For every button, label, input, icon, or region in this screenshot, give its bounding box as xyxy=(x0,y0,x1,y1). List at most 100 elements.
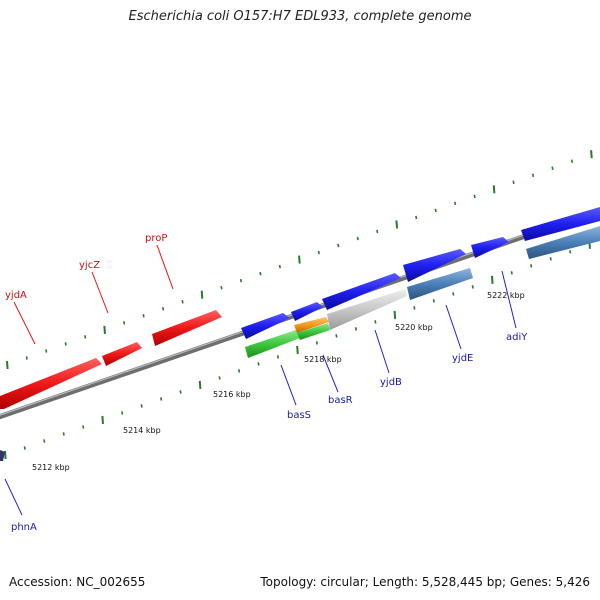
lower-major-tick xyxy=(101,415,104,425)
lower-minor-tick xyxy=(471,285,474,289)
gene-arrow-adiY xyxy=(526,226,600,259)
upper-minor-tick xyxy=(161,307,165,311)
gene-arrow-proP xyxy=(152,310,222,346)
gene-arrow-yjdB xyxy=(327,289,407,330)
lower-minor-tick xyxy=(82,425,85,429)
upper-minor-tick xyxy=(376,229,379,234)
upper-tick-row xyxy=(6,150,593,370)
upper-major-tick xyxy=(200,290,204,299)
map-title: Escherichia coli O157:H7 EDL933, complet… xyxy=(128,9,472,24)
scale-label-5218: 5218 kbp xyxy=(304,355,342,364)
gene-arrow-basR-orange xyxy=(294,317,329,333)
lower-minor-tick xyxy=(237,369,241,373)
upper-minor-tick xyxy=(473,194,476,199)
lower-minor-tick xyxy=(413,306,416,310)
upper-minor-tick xyxy=(512,180,515,185)
gene-arrow-mid-blue xyxy=(471,237,509,258)
upper-minor-tick xyxy=(551,166,554,171)
upper-minor-tick xyxy=(84,335,87,339)
upper-major-tick xyxy=(395,220,399,229)
lower-major-tick xyxy=(490,275,494,284)
topology-text: Topology: circular; Length: 5,528,445 bp… xyxy=(260,575,590,589)
scale-labels: 5212 kbp 5214 kbp 5216 kbp 5218 kbp 5220… xyxy=(32,291,525,472)
upper-major-tick xyxy=(590,150,593,159)
gene-arrow-yjdE-upper xyxy=(403,249,466,282)
lower-minor-tick xyxy=(62,432,65,436)
gene-arrow-yjdA xyxy=(0,358,102,409)
upper-minor-tick xyxy=(278,264,281,269)
forward-strand-genes xyxy=(0,207,600,461)
upper-minor-tick xyxy=(220,285,223,290)
gene-label-proP: proP xyxy=(145,233,167,244)
gene-label-adiY: adiY xyxy=(506,332,528,343)
gene-label-yjdE: yjdE xyxy=(452,353,473,364)
gene-arrow-basR-green xyxy=(297,323,330,340)
gene-arrow-phnA xyxy=(0,450,5,461)
upper-minor-tick xyxy=(259,271,262,276)
lower-minor-tick xyxy=(530,264,533,268)
gene-label-yjdB: yjdB xyxy=(380,377,402,388)
lower-minor-tick xyxy=(315,341,319,345)
gene-arrow-small-blue xyxy=(291,302,323,321)
gene-label-phnA: phnA xyxy=(11,522,37,533)
lower-minor-tick xyxy=(374,320,377,324)
lower-major-tick xyxy=(4,450,7,460)
upper-minor-tick xyxy=(317,250,320,255)
scale-label-5212: 5212 kbp xyxy=(32,463,70,472)
gene-arrow-basS xyxy=(245,330,300,358)
upper-minor-tick xyxy=(531,173,535,178)
upper-minor-tick xyxy=(434,208,437,213)
gene-arrow-yjcZ xyxy=(102,342,142,366)
lower-minor-tick xyxy=(140,404,143,408)
upper-minor-tick xyxy=(123,321,126,325)
scale-label-5222: 5222 kbp xyxy=(487,291,525,300)
gene-label-basS: basS xyxy=(287,410,311,421)
lower-minor-tick xyxy=(276,355,280,359)
lower-minor-tick xyxy=(510,271,513,275)
lower-major-tick xyxy=(393,310,397,319)
lower-minor-tick xyxy=(257,362,260,366)
upper-major-tick xyxy=(6,360,9,370)
upper-minor-tick xyxy=(142,314,145,318)
lower-minor-tick xyxy=(160,397,163,401)
gene-callouts xyxy=(4,244,517,516)
lower-minor-tick xyxy=(23,446,26,450)
lower-minor-tick xyxy=(218,376,221,380)
upper-minor-tick xyxy=(415,215,418,220)
upper-minor-tick xyxy=(239,278,243,283)
gene-arrow-basS-upper xyxy=(241,313,290,339)
upper-minor-tick xyxy=(570,159,574,163)
upper-minor-tick xyxy=(64,342,67,346)
gene-label-yjcZ: yjcZ xyxy=(79,260,100,271)
upper-major-tick xyxy=(103,325,106,334)
lower-minor-tick xyxy=(354,327,357,331)
accession-text: Accession: NC_002655 xyxy=(9,575,146,589)
gene-labels: yjdA yjcZ proP phnA basS basR yjdB yjdE … xyxy=(5,233,528,533)
gene-arrow-yjdE xyxy=(407,268,473,300)
lower-minor-tick xyxy=(335,334,338,338)
upper-minor-tick xyxy=(454,201,457,206)
upper-minor-tick xyxy=(45,349,48,353)
upper-minor-tick xyxy=(337,243,340,248)
lower-minor-tick xyxy=(432,299,435,303)
lower-minor-tick xyxy=(569,250,572,254)
lower-minor-tick xyxy=(452,292,455,296)
lower-minor-tick xyxy=(179,390,182,394)
upper-major-tick xyxy=(298,255,301,264)
lower-minor-tick xyxy=(549,257,552,261)
upper-minor-tick xyxy=(25,356,28,360)
gene-arrow-right-blue xyxy=(521,207,600,241)
gene-label-yjdA: yjdA xyxy=(5,290,27,301)
scale-label-5216: 5216 kbp xyxy=(213,390,251,399)
scale-label-5220: 5220 kbp xyxy=(395,323,433,332)
upper-major-tick xyxy=(492,185,496,194)
lower-major-tick xyxy=(198,380,202,390)
upper-minor-tick xyxy=(356,236,359,241)
gene-arrow-yjdB-upper xyxy=(322,273,401,310)
lower-minor-tick xyxy=(121,411,124,415)
scale-label-5214: 5214 kbp xyxy=(123,426,161,435)
lower-minor-tick xyxy=(43,439,46,443)
lower-tick-row xyxy=(4,240,591,460)
